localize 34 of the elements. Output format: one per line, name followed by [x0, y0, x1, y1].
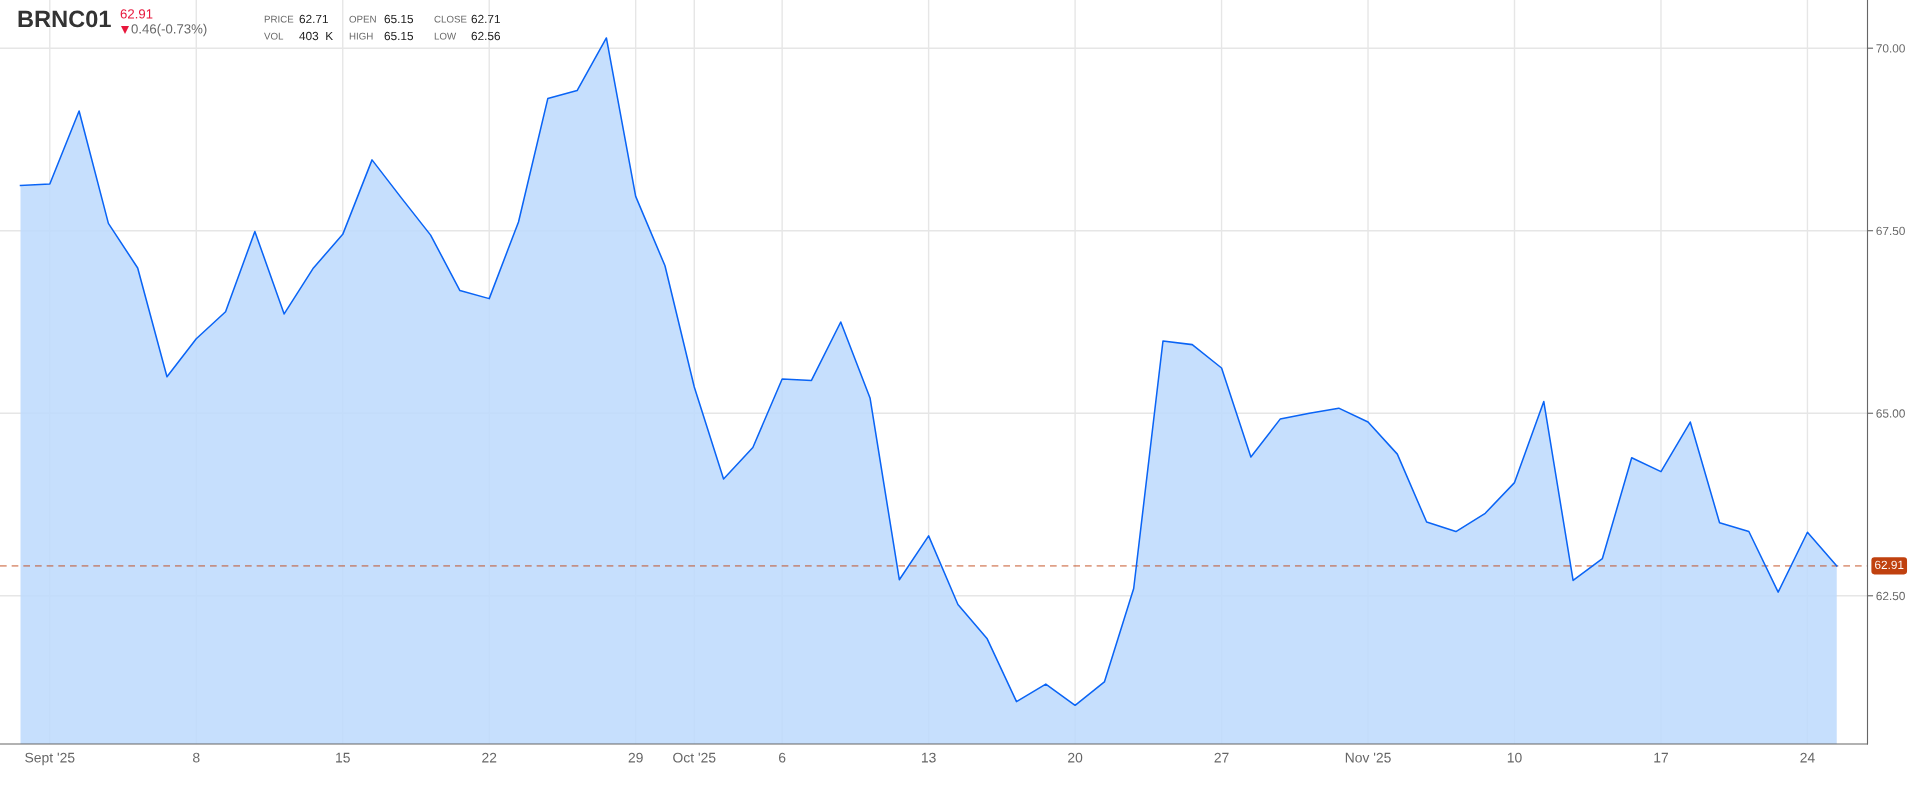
x-tick-label: Oct '25 [673, 752, 716, 763]
x-tick-label: 15 [336, 752, 350, 763]
x-tick-label: 17 [1654, 752, 1668, 763]
annotation: 62.56 [471, 31, 501, 41]
x-tick-label: 22 [482, 752, 497, 763]
x-tick-label: Nov '25 [1345, 752, 1391, 763]
ref-line-label: 62.91 [1875, 560, 1904, 570]
y-tick-label: 70.00 [1876, 44, 1905, 53]
annotation: 62.71 [471, 14, 500, 24]
y-tick-label: 62.50 [1876, 591, 1905, 601]
annotation: 62.71 [299, 14, 328, 24]
annotation: 403 K [299, 31, 333, 41]
annotation: 0.46(-0.73%) [131, 23, 207, 37]
chart-title: BRNC01 [18, 10, 111, 28]
annotation: CLOSE [434, 15, 467, 23]
x-tick-label: 8 [193, 752, 200, 763]
annotation: 65.15 [384, 31, 414, 41]
y-tick-label: 65.00 [1876, 409, 1905, 418]
x-tick-label: 29 [628, 752, 643, 763]
annotation: OPEN [349, 15, 376, 23]
x-tick-label: 6 [779, 752, 786, 763]
text: 62.91 [120, 9, 153, 19]
annotation: PRICE [264, 15, 294, 23]
x-tick-label: 24 [1800, 752, 1815, 763]
x-tick-label: 27 [1214, 752, 1229, 763]
annotation: HIGH [349, 32, 373, 40]
x-tick-label: 13 [921, 752, 936, 763]
x-tick-label: 20 [1068, 752, 1083, 763]
x-tick-label: Sept '25 [25, 752, 75, 766]
x-tick-label: 10 [1507, 752, 1522, 763]
annotation: LOW [434, 32, 457, 40]
annotation: VOL [264, 32, 284, 40]
annotation: 65.15 [384, 14, 414, 24]
y-tick-label: 67.50 [1876, 226, 1905, 236]
